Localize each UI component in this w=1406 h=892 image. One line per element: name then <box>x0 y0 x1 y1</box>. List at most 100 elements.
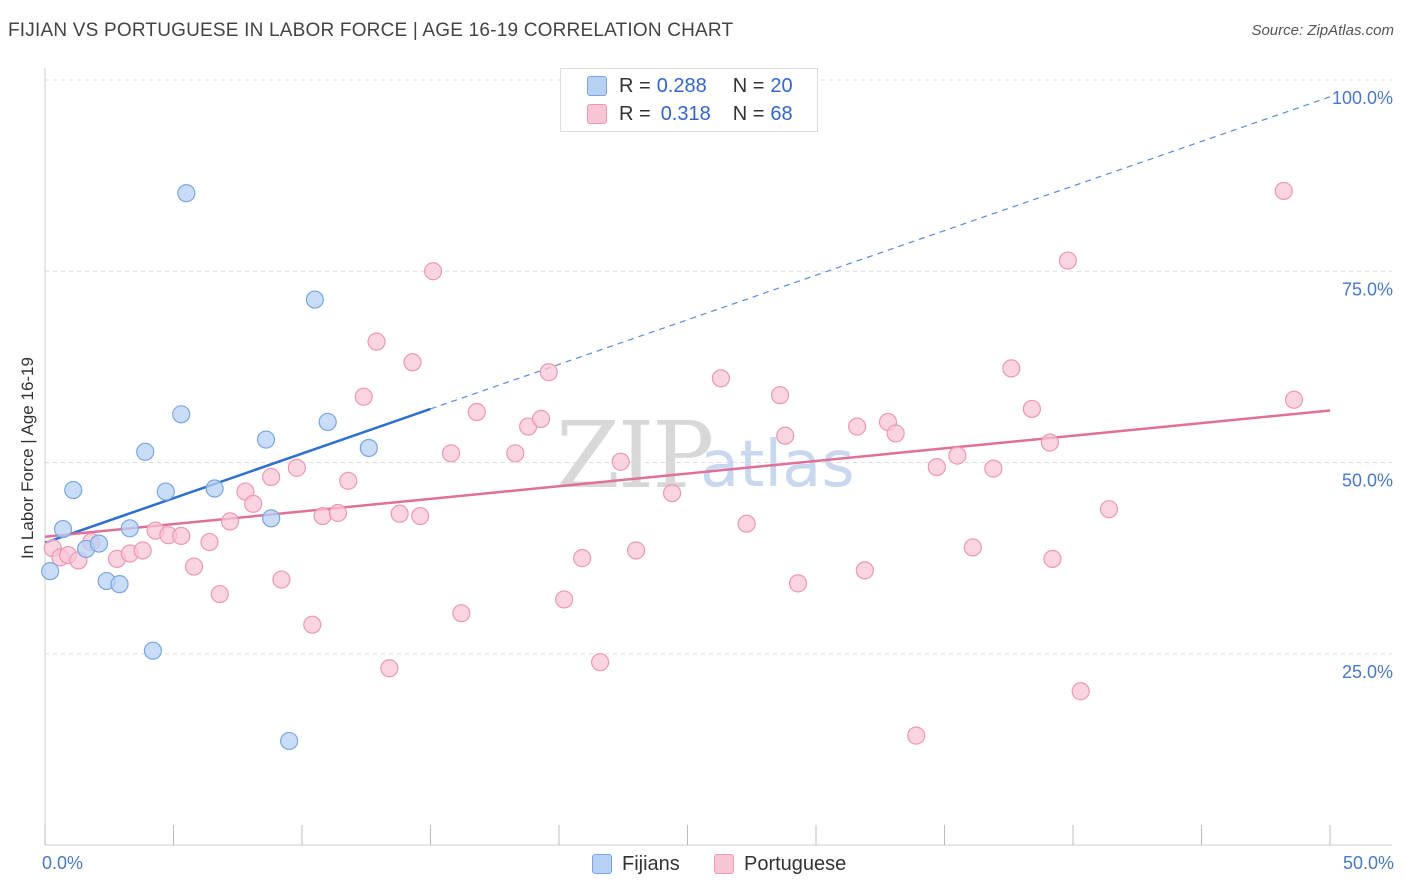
portuguese-point-43 <box>662 484 682 503</box>
portuguese-point-23 <box>339 471 358 490</box>
portuguese-point-36 <box>531 409 551 428</box>
legend-row-portuguese: R = 0.318 N = 68 <box>587 101 793 127</box>
portuguese-point-24 <box>354 387 373 406</box>
bottom-fijian-label: Fijians <box>622 852 680 875</box>
fijian-point-10 <box>156 482 175 501</box>
portuguese-point-13 <box>210 584 229 604</box>
fijian-n-value: 20 <box>770 74 793 97</box>
fijian-point-19 <box>359 438 378 458</box>
source-label: Source: ZipAtlas.com <box>1251 22 1394 39</box>
portuguese-point-16 <box>244 494 263 513</box>
fijian-r-label: R = <box>619 74 651 97</box>
portuguese-point-59 <box>1002 359 1021 378</box>
portuguese-trend-line <box>44 409 1331 538</box>
bottom-legend-fijian: Fijians <box>592 851 680 877</box>
portuguese-point-40 <box>591 653 610 672</box>
portuguese-point-61 <box>1040 433 1059 452</box>
x-tick-min: 0.0% <box>42 853 83 873</box>
portuguese-point-11 <box>184 557 204 576</box>
fijian-point-11 <box>172 405 191 424</box>
fijian-point-4 <box>89 534 109 553</box>
portuguese-point-30 <box>423 262 443 281</box>
portuguese-point-47 <box>770 386 790 405</box>
watermark-zip: ZIP <box>556 402 714 509</box>
portuguese-point-7 <box>133 541 152 560</box>
fijian-point-2 <box>64 480 83 500</box>
portuguese-point-29 <box>411 506 430 526</box>
tick-labels: 25.0% 50.0% 75.0% 100.0% <box>1332 88 1393 682</box>
portuguese-point-39 <box>573 549 592 568</box>
portuguese-point-19 <box>287 458 306 477</box>
portuguese-point-25 <box>367 332 386 351</box>
portuguese-point-53 <box>886 424 905 443</box>
fijian-trend-extension <box>430 96 1331 410</box>
portuguese-point-18 <box>272 570 291 589</box>
fijian-point-1 <box>53 519 73 539</box>
portuguese-point-12 <box>200 532 219 552</box>
portuguese-point-32 <box>452 604 471 623</box>
fijian-point-14 <box>256 430 276 449</box>
portuguese-point-62 <box>1043 549 1062 568</box>
fijian-point-18 <box>318 412 337 432</box>
x-tick-max: 50.0% <box>1343 853 1394 873</box>
chart-title: FIJIAN VS PORTUGUESE IN LABOR FORCE | AG… <box>8 20 734 41</box>
portuguese-point-64 <box>1071 682 1090 701</box>
grid-lines <box>45 79 1392 655</box>
portuguese-point-46 <box>737 514 756 533</box>
portuguese-point-17 <box>262 467 281 487</box>
fijian-r-value: 0.288 <box>656 74 707 97</box>
portuguese-point-10 <box>172 526 191 546</box>
fijian-n-label: N = <box>732 74 765 97</box>
y-tick-label-75: 75.0% <box>1342 279 1393 299</box>
portuguese-point-60 <box>1022 399 1041 419</box>
portuguese-point-33 <box>467 402 486 422</box>
portuguese-point-65 <box>1099 500 1119 519</box>
portuguese-point-14 <box>220 512 240 531</box>
portuguese-point-50 <box>848 417 867 436</box>
portuguese-point-48 <box>776 426 795 445</box>
fijian-point-9 <box>143 641 163 660</box>
y-tick-label-25: 25.0% <box>1342 662 1393 682</box>
portuguese-point-42 <box>626 541 646 560</box>
portuguese-point-28 <box>403 353 422 372</box>
fijian-trend-line <box>44 407 431 545</box>
legend-row-fijian: R = 0.288 N = 20 <box>587 73 793 99</box>
fijian-point-12 <box>177 184 196 203</box>
portuguese-point-27 <box>390 504 409 523</box>
bottom-portuguese-swatch <box>714 854 734 874</box>
bottom-legend-portuguese: Portuguese <box>714 851 846 877</box>
portuguese-point-31 <box>441 444 461 463</box>
portuguese-point-45 <box>711 369 731 388</box>
portuguese-n-value: 68 <box>770 102 793 125</box>
bottom-fijian-swatch <box>592 854 612 874</box>
y-tick-label-50: 50.0% <box>1342 471 1393 491</box>
fijian-point-15 <box>262 509 281 528</box>
portuguese-point-20 <box>303 615 322 634</box>
portuguese-point-57 <box>963 538 982 557</box>
fijian-point-17 <box>305 290 324 309</box>
data-points <box>41 112 1304 751</box>
portuguese-point-37 <box>539 363 558 382</box>
fijian-point-8 <box>136 442 155 461</box>
portuguese-point-21 <box>313 506 332 526</box>
fijian-point-13 <box>205 479 224 498</box>
portuguese-point-49 <box>788 574 808 593</box>
y-tick-label-100: 100.0% <box>1332 88 1393 108</box>
portuguese-point-63 <box>1058 251 1077 270</box>
fijian-swatch <box>587 76 607 96</box>
portuguese-point-54 <box>907 726 926 745</box>
portuguese-r-value: 0.318 <box>660 102 711 125</box>
fijian-point-0 <box>41 562 60 581</box>
fijian-point-6 <box>110 575 129 594</box>
correlation-legend: R = 0.288 N = 20 R = 0.318 N = 68 <box>560 68 818 132</box>
bottom-portuguese-label: Portuguese <box>744 852 847 875</box>
portuguese-point-34 <box>506 444 525 463</box>
portuguese-point-22 <box>328 503 348 523</box>
portuguese-swatch <box>587 104 607 124</box>
trend-lines <box>44 96 1331 545</box>
portuguese-point-66 <box>1274 181 1293 201</box>
fijian-point-16 <box>280 731 299 751</box>
portuguese-r-label: R = <box>619 102 651 125</box>
portuguese-point-41 <box>611 452 630 471</box>
